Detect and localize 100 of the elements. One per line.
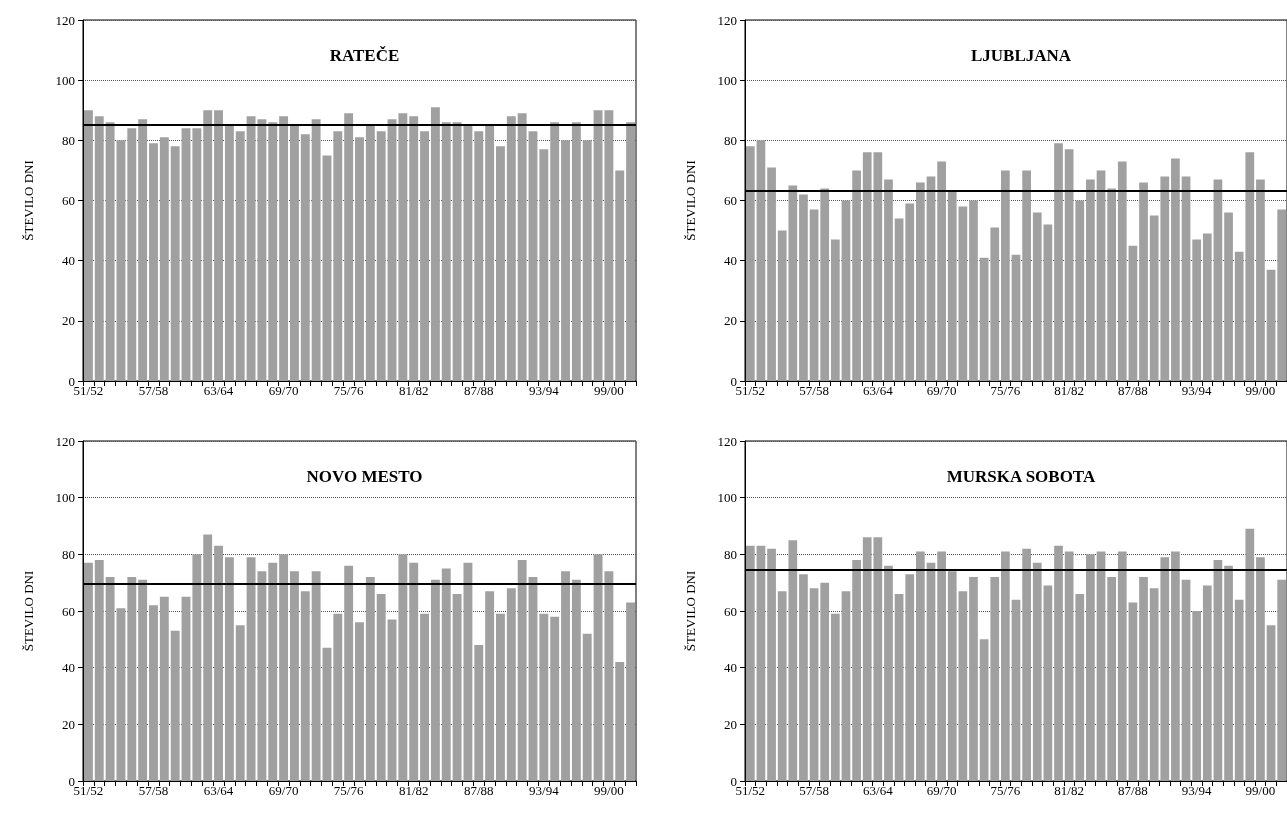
bar (1192, 239, 1202, 381)
x-tick-label: 93/94 (529, 383, 560, 398)
bar (1171, 158, 1180, 381)
bar (1202, 233, 1212, 381)
bar (1256, 179, 1265, 381)
x-tick-label: 63/64 (203, 383, 234, 398)
bar (905, 574, 915, 781)
bar (441, 122, 451, 381)
bar (1139, 182, 1148, 381)
bar (506, 588, 516, 781)
bar (430, 579, 440, 781)
bar (626, 602, 636, 781)
bar (214, 110, 223, 381)
y-tick-label: 120 (55, 12, 75, 28)
x-tick-label: 57/58 (138, 783, 169, 798)
bar (1054, 143, 1063, 381)
bar (852, 170, 861, 381)
bar (344, 565, 354, 781)
bar (916, 551, 925, 781)
bar (947, 191, 957, 381)
bar (1096, 551, 1106, 781)
bar (830, 613, 840, 781)
bar (905, 203, 915, 381)
bar (745, 146, 755, 381)
y-tick-label: 80 (62, 546, 75, 562)
bar (138, 579, 148, 781)
bar (1117, 551, 1127, 781)
bar (1054, 545, 1063, 781)
bar (365, 125, 375, 381)
y-tick-label: 100 (717, 490, 737, 506)
bar (604, 571, 614, 781)
y-tick-label: 0 (730, 373, 737, 389)
bar (1064, 149, 1074, 381)
bar (268, 562, 278, 781)
bar (1266, 269, 1276, 381)
x-tick-label: 93/94 (529, 783, 560, 798)
bar (626, 122, 636, 381)
bar (1001, 170, 1010, 381)
bar (398, 554, 408, 781)
x-tick-label: 87/88 (1118, 783, 1148, 798)
bar (224, 557, 234, 781)
bar (235, 625, 245, 781)
y-tick-label: 100 (717, 72, 737, 88)
y-tick-label: 0 (68, 773, 75, 789)
bar (979, 257, 989, 381)
y-tick-label: 100 (55, 72, 75, 88)
bar (181, 596, 191, 781)
bar (159, 137, 169, 381)
x-tick-label: 75/76 (990, 383, 1021, 398)
bar (841, 591, 851, 781)
x-tick-label: 75/76 (990, 783, 1021, 798)
bar (170, 146, 180, 381)
bar (485, 125, 495, 381)
bar (409, 562, 419, 781)
bar (1032, 212, 1042, 381)
bar (127, 577, 137, 781)
bar (485, 591, 495, 781)
bar (398, 113, 408, 381)
y-tick-label: 80 (62, 132, 75, 148)
bar (1192, 611, 1202, 781)
bar (1202, 585, 1212, 781)
bar (365, 577, 375, 781)
y-tick-label: 80 (724, 546, 737, 562)
bar (539, 149, 549, 381)
bar (355, 622, 364, 781)
bar (1107, 188, 1116, 381)
bar (430, 107, 440, 381)
bar (884, 179, 893, 381)
x-tick-label: 75/76 (333, 783, 364, 798)
bar (170, 630, 180, 781)
x-tick-label: 87/88 (1118, 383, 1148, 398)
x-tick-label: 69/70 (926, 783, 957, 798)
bar (1213, 560, 1223, 781)
y-tick-label: 120 (717, 433, 737, 449)
bar (474, 131, 484, 381)
bar (958, 591, 968, 781)
bar (235, 131, 245, 381)
bar (268, 122, 278, 381)
bar (799, 194, 808, 381)
bar (192, 128, 202, 381)
bar (756, 140, 766, 381)
bar (94, 560, 104, 781)
y-axis-title: ŠTEVILO DNI (21, 570, 36, 652)
bar (1043, 224, 1053, 381)
bar (94, 116, 104, 381)
bar (1001, 551, 1010, 781)
bar (947, 571, 957, 781)
bar (1266, 625, 1276, 781)
bar (181, 128, 191, 381)
bar (1256, 557, 1265, 781)
bar (1277, 579, 1287, 781)
y-tick-label: 60 (724, 193, 737, 208)
bar (333, 613, 343, 781)
x-tick-label: 81/82 (1054, 783, 1084, 798)
bar (604, 110, 614, 381)
bar (116, 608, 126, 781)
bar (506, 116, 516, 381)
x-tick-label: 69/70 (926, 383, 957, 398)
bar (582, 140, 592, 381)
bar (820, 582, 830, 781)
